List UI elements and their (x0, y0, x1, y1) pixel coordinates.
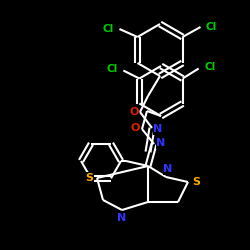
Text: N: N (154, 124, 162, 134)
Text: N: N (156, 138, 166, 148)
Text: Cl: Cl (107, 64, 118, 74)
Text: N: N (164, 164, 172, 174)
Text: S: S (85, 173, 93, 183)
Text: Cl: Cl (206, 22, 217, 32)
Text: Cl: Cl (204, 62, 215, 72)
Text: O: O (129, 107, 139, 117)
Text: S: S (192, 177, 200, 187)
Text: O: O (130, 123, 140, 133)
Text: N: N (118, 213, 127, 223)
Text: Cl: Cl (103, 24, 114, 34)
